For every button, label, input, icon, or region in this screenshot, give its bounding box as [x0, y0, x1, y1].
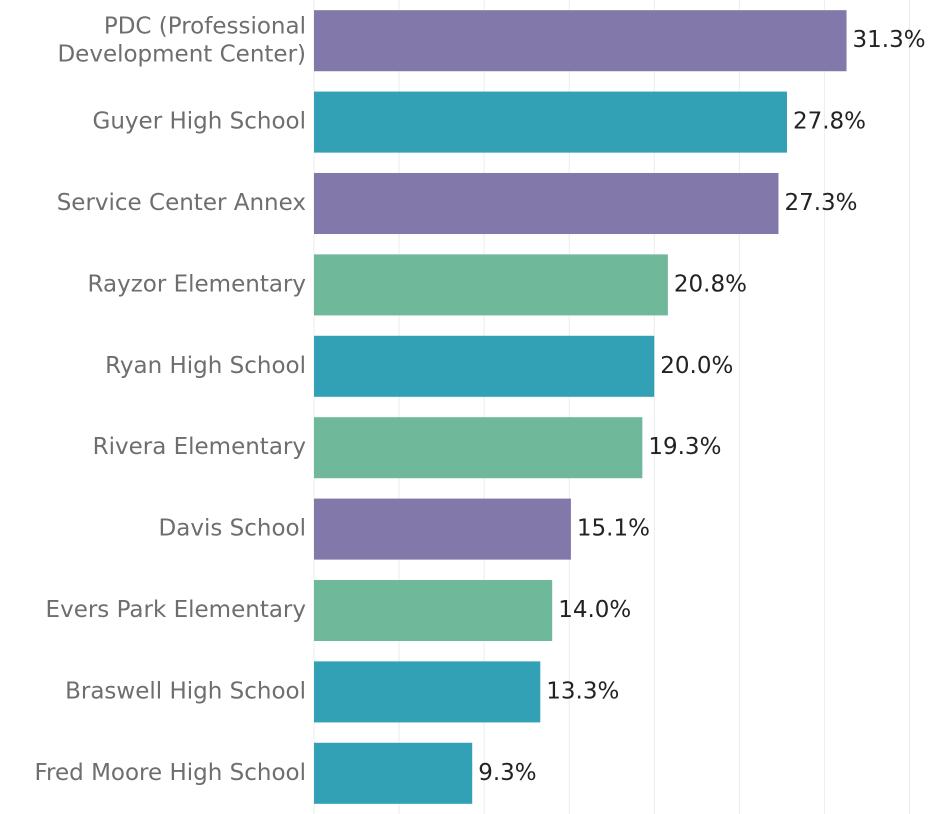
category-label: Ryan High School	[105, 353, 306, 379]
data-label: 27.8%	[793, 109, 866, 135]
data-label: 9.3%	[478, 760, 536, 786]
bar	[314, 661, 541, 723]
category-label: PDC (Professional Development Center)	[57, 13, 306, 67]
category-label: Rayzor Elementary	[88, 271, 306, 297]
data-label: 13.3%	[546, 678, 619, 704]
data-label: 19.3%	[648, 434, 721, 460]
data-label: 20.8%	[674, 271, 747, 297]
category-label: Guyer High School	[93, 109, 306, 135]
category-label: Service Center Annex	[57, 190, 306, 216]
data-label: 27.3%	[784, 190, 857, 216]
data-label: 31.3%	[853, 27, 926, 53]
bar	[314, 10, 847, 72]
bar	[314, 579, 553, 642]
bar	[314, 417, 643, 479]
bar	[314, 172, 779, 235]
category-label: Rivera Elementary	[93, 434, 306, 460]
data-label: 20.0%	[660, 353, 733, 379]
category-label: Evers Park Elementary	[46, 597, 306, 623]
category-label: Fred Moore High School	[35, 760, 307, 786]
bar	[314, 91, 787, 153]
bar	[314, 498, 571, 560]
data-label: 14.0%	[558, 597, 631, 623]
category-label: Davis School	[159, 516, 306, 542]
data-label: 15.1%	[577, 516, 650, 542]
bar	[314, 742, 473, 804]
bar	[314, 335, 655, 397]
bar	[314, 254, 668, 316]
category-label: Braswell High School	[65, 678, 306, 704]
